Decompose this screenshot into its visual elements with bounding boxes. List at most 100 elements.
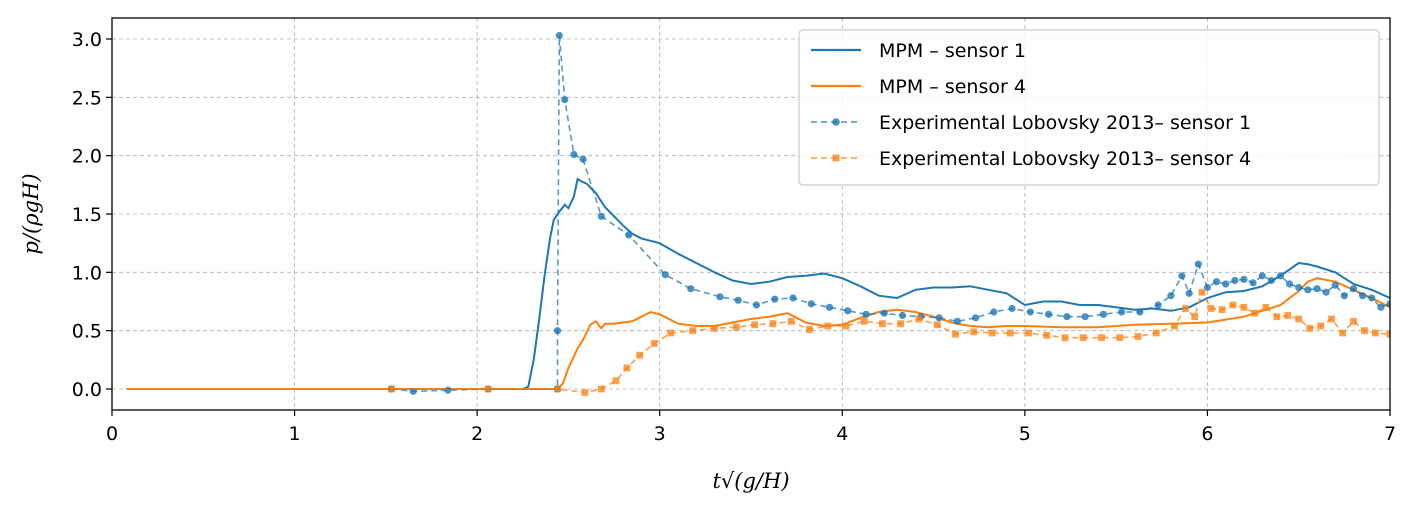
- data-point-circle: [1203, 283, 1212, 292]
- data-point-square: [650, 340, 658, 347]
- data-point-square: [1006, 329, 1014, 337]
- data-point-circle: [898, 311, 907, 320]
- data-point-circle: [444, 386, 452, 394]
- data-point-square: [1317, 322, 1325, 330]
- data-point-square: [1350, 317, 1357, 325]
- data-point-square: [711, 324, 718, 332]
- y-tick-label: 1.0: [72, 262, 102, 284]
- x-tick-label: 4: [836, 423, 848, 445]
- axis-ticks: 0 1 2 3 4 5 6 7 0.0 0.5 1.0 1.5 2.0 2.5 3.0: [72, 29, 1396, 445]
- data-point-square: [1098, 334, 1105, 342]
- data-point-circle: [1026, 308, 1034, 316]
- data-point-circle: [1267, 276, 1275, 285]
- data-point-circle: [1240, 275, 1248, 283]
- data-point-circle: [734, 296, 742, 304]
- data-point-square: [1218, 306, 1226, 314]
- data-point-circle: [555, 31, 563, 40]
- data-point-square: [787, 317, 795, 325]
- legend-box: [798, 29, 1380, 186]
- data-point-square: [1295, 315, 1303, 323]
- legend: MPM – sensor 1 MPM – sensor 4 Experimental…: [798, 29, 1380, 186]
- data-point-circle: [862, 310, 870, 318]
- data-point-circle: [561, 96, 569, 104]
- data-point-circle: [1276, 272, 1285, 280]
- data-point-square: [1339, 329, 1346, 337]
- data-point-circle: [1118, 308, 1126, 316]
- data-point-circle: [1044, 310, 1053, 318]
- data-point-circle: [1359, 292, 1367, 300]
- series-line-2: [126, 277, 1390, 390]
- data-point-circle: [716, 293, 724, 301]
- data-point-circle: [807, 300, 815, 308]
- data-point-circle: [1231, 276, 1239, 285]
- data-point-circle: [1154, 301, 1162, 309]
- data-point-square: [1116, 334, 1124, 342]
- x-tick-label: 2: [471, 423, 483, 445]
- data-point-square: [915, 315, 923, 323]
- data-point-circle: [553, 327, 562, 335]
- data-point-square: [1306, 324, 1314, 332]
- data-point-square: [1198, 288, 1206, 296]
- data-point-square: [897, 320, 905, 328]
- data-point-circle: [579, 155, 587, 163]
- x-tick-label: 6: [1201, 423, 1213, 445]
- data-point-square: [597, 385, 605, 393]
- data-point-square: [612, 377, 620, 385]
- data-point-circle: [752, 301, 761, 309]
- data-point-square: [1025, 329, 1032, 337]
- data-point-square: [1134, 333, 1142, 340]
- data-point-circle: [1322, 288, 1330, 296]
- data-point-circle: [844, 307, 852, 315]
- data-point-square: [1240, 303, 1248, 311]
- data-point-square: [952, 330, 959, 338]
- data-point-square: [1273, 313, 1281, 321]
- data-point-circle: [1185, 289, 1193, 297]
- data-point-square: [1079, 334, 1087, 342]
- legend-label: MPM – sensor 1: [879, 40, 1026, 62]
- data-point-square: [970, 328, 978, 336]
- x-tick-label: 7: [1384, 423, 1396, 445]
- legend-label: MPM – sensor 4: [879, 76, 1026, 98]
- data-point-square: [623, 364, 631, 372]
- data-point-circle: [990, 308, 998, 316]
- data-point-square: [860, 317, 868, 325]
- data-point-circle: [1258, 272, 1266, 280]
- data-point-square: [1371, 329, 1379, 337]
- data-point-square: [842, 322, 850, 330]
- data-point-square: [1284, 312, 1292, 319]
- data-point-circle: [597, 212, 605, 220]
- data-point-circle: [1377, 303, 1385, 311]
- data-point-square: [751, 321, 759, 329]
- data-point-square: [1061, 334, 1069, 342]
- data-point-circle: [1063, 313, 1071, 321]
- data-point-square: [1262, 303, 1270, 311]
- data-point-circle: [1167, 292, 1175, 300]
- data-point-square: [1251, 309, 1259, 317]
- data-point-circle: [687, 285, 695, 293]
- data-point-circle: [1368, 294, 1376, 302]
- x-tick-label: 1: [289, 423, 301, 445]
- data-point-square: [1043, 331, 1051, 339]
- series-line-3: [391, 35, 1390, 393]
- legend-label: Experimental Lobovsky 2013– sensor 4: [879, 148, 1251, 170]
- data-point-square: [879, 320, 886, 328]
- data-point-square: [581, 389, 589, 396]
- legend-marker-square: [832, 154, 840, 162]
- y-tick-label: 0.5: [72, 321, 102, 343]
- data-point-circle: [1295, 283, 1303, 292]
- y-tick-label: 2.0: [72, 146, 102, 168]
- data-point-square: [1361, 327, 1368, 335]
- data-point-circle: [825, 303, 834, 311]
- data-point-square: [732, 323, 740, 331]
- data-point-circle: [625, 231, 633, 239]
- data-point-circle: [953, 317, 961, 325]
- data-point-square: [636, 351, 644, 359]
- data-point-circle: [661, 271, 669, 279]
- data-point-circle: [1331, 281, 1339, 289]
- data-point-square: [769, 320, 777, 328]
- data-point-circle: [1222, 280, 1230, 288]
- data-point-square: [988, 329, 996, 337]
- data-point-square: [1229, 301, 1237, 309]
- series-group: [126, 31, 1390, 396]
